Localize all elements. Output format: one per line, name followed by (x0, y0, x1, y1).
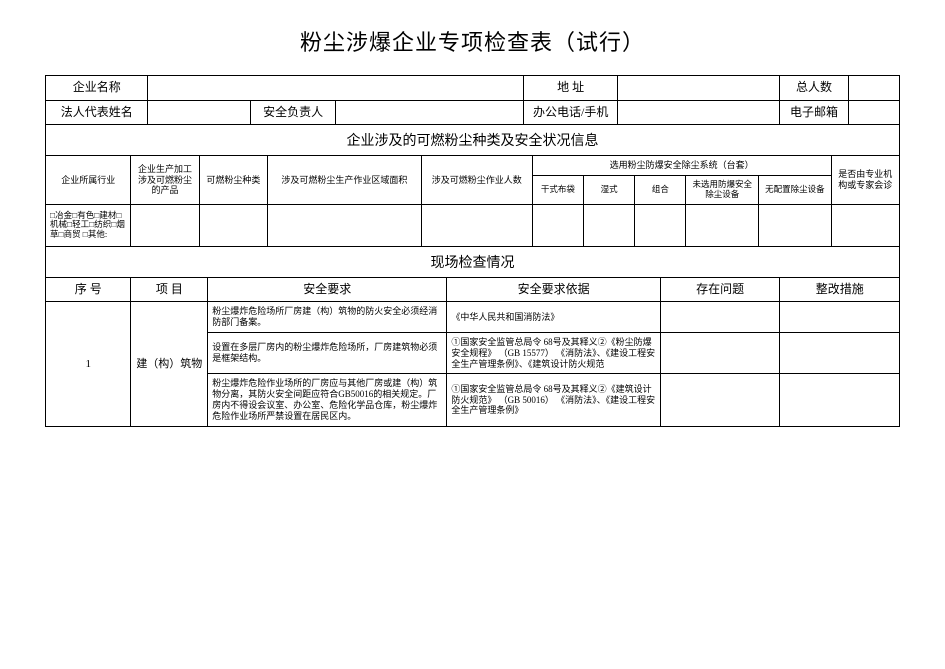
dust-type-label: 可燃粉尘种类 (199, 156, 267, 204)
row1-req2: 设置在多层厂房内的粉尘爆炸危险场所，厂房建筑物必须是框架结构。 (208, 333, 447, 374)
industry-label: 企业所属行业 (46, 156, 131, 204)
product-label: 企业生产加工涉及可燃粉尘的产品 (131, 156, 199, 204)
sub-noexp: 未选用防爆安全除尘设备 (686, 176, 759, 205)
row1-problem2 (660, 333, 780, 374)
sub-wet-value (583, 204, 634, 246)
address-label: 地 址 (524, 76, 618, 101)
sub-wet: 湿式 (583, 176, 634, 205)
office-phone-label: 办公电话/手机 (524, 100, 618, 125)
row1-seq: 1 (46, 302, 131, 426)
email-value (848, 100, 899, 125)
col-item: 项 目 (131, 277, 208, 302)
product-value (131, 204, 199, 246)
col-problem: 存在问题 (660, 277, 780, 302)
sub-dry: 干式布袋 (532, 176, 583, 205)
legal-rep-value (148, 100, 250, 125)
section1-title: 企业涉及的可燃粉尘种类及安全状况信息 (46, 125, 900, 156)
total-people-label: 总人数 (780, 76, 848, 101)
col-seq: 序 号 (46, 277, 131, 302)
company-name-label: 企业名称 (46, 76, 148, 101)
row1-item: 建（构）筑物 (131, 302, 208, 426)
row1-problem3 (660, 374, 780, 426)
office-phone-value (618, 100, 780, 125)
expert-label: 是否由专业机构或专家会诊 (831, 156, 899, 204)
page-title: 粉尘涉爆企业专项检查表（试行） (45, 25, 900, 57)
col-measure: 整改措施 (780, 277, 900, 302)
industry-options: □冶金□有色□建材□机械□轻工□纺织□烟草□商贸 □其他: (46, 204, 131, 246)
row1-basis1: 《中华人民共和国消防法》 (447, 302, 661, 333)
area-value (268, 204, 422, 246)
row1-measure1 (780, 302, 900, 333)
sub-combo-value (635, 204, 686, 246)
sub-nodust-value (759, 204, 832, 246)
dust-info-table: 企业涉及的可燃粉尘种类及安全状况信息 企业所属行业 企业生产加工涉及可燃粉尘的产… (45, 125, 900, 247)
company-name-value (148, 76, 524, 101)
email-label: 电子邮箱 (780, 100, 848, 125)
system-label: 选用粉尘防爆安全除尘系统（台套） (532, 156, 831, 176)
row1-problem1 (660, 302, 780, 333)
row1-measure3 (780, 374, 900, 426)
workers-label: 涉及可燃粉尘作业人数 (421, 156, 532, 204)
safety-officer-label: 安全负责人 (250, 100, 335, 125)
col-requirement: 安全要求 (208, 277, 447, 302)
row1-req3: 粉尘爆炸危险作业场所的厂房应与其他厂房或建（构）筑物分离，其防火安全间距应符合G… (208, 374, 447, 426)
col-basis: 安全要求依据 (447, 277, 661, 302)
expert-value (831, 204, 899, 246)
row1-basis3: ①国家安全监管总局令 68号及其释义②《建筑设计防火规范》 （GB 50016）… (447, 374, 661, 426)
legal-rep-label: 法人代表姓名 (46, 100, 148, 125)
row1-req1: 粉尘爆炸危险场所厂房建（构）筑物的防火安全必须经消防部门备案。 (208, 302, 447, 333)
address-value (618, 76, 780, 101)
section2-title: 现场检查情况 (46, 247, 900, 278)
inspection-table: 现场检查情况 序 号 项 目 安全要求 安全要求依据 存在问题 整改措施 1 建… (45, 247, 900, 427)
safety-officer-value (336, 100, 524, 125)
header-info-table: 企业名称 地 址 总人数 法人代表姓名 安全负责人 办公电话/手机 电子邮箱 (45, 75, 900, 125)
sub-noexp-value (686, 204, 759, 246)
dust-type-value (199, 204, 267, 246)
sub-combo: 组合 (635, 176, 686, 205)
workers-value (421, 204, 532, 246)
row1-measure2 (780, 333, 900, 374)
sub-nodust: 无配置除尘设备 (759, 176, 832, 205)
row1-basis2: ①国家安全监管总局令 68号及其释义②《粉尘防爆安全规程》 （GB 15577）… (447, 333, 661, 374)
sub-dry-value (532, 204, 583, 246)
area-label: 涉及可燃粉尘生产作业区域面积 (268, 156, 422, 204)
total-people-value (848, 76, 899, 101)
